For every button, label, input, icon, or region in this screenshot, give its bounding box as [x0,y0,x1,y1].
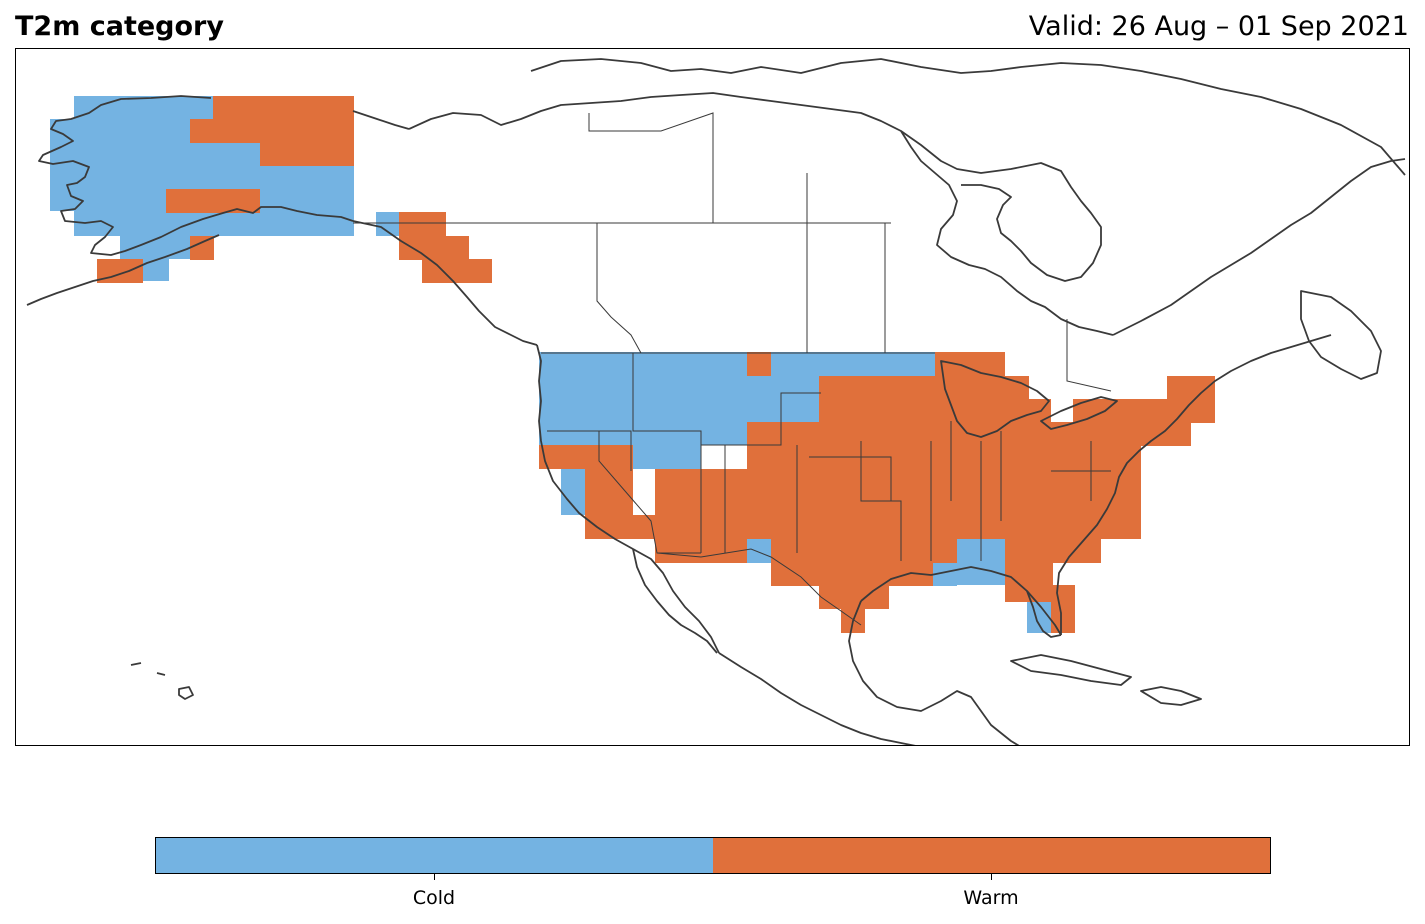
colorbar-warm-swatch [713,838,1270,873]
valid-period: Valid: 26 Aug – 01 Sep 2021 [1028,11,1409,42]
us-east-coast [1056,334,1332,635]
colorbar-tick-cold [434,874,435,880]
warm-cell [260,142,354,166]
colorbar [155,837,1271,874]
warm-cell [1005,539,1101,563]
category-cells [50,96,1215,633]
borders [353,112,1112,626]
labrador-coast [1112,158,1406,336]
warm-cell [771,539,957,563]
warm-cell [819,585,889,609]
cold-cell [120,233,190,259]
florida [1026,590,1062,638]
coastlines [26,58,1406,745]
us-west-coast [536,344,720,654]
warm-cell [190,236,214,260]
warm-cell [585,469,633,515]
colorbar-label-warm: Warm [963,887,1019,909]
warm-cell [539,445,633,469]
cold-cell [747,539,771,563]
cold-cell [633,434,701,469]
aleutian-islands [26,234,220,306]
mexico-border [656,548,862,626]
hawaii-islands [130,662,194,700]
great-lakes [940,360,1118,438]
map-title: T2m category [15,11,224,42]
warm-cell [213,96,354,120]
warm-cell [1167,376,1215,423]
warm-cell [747,352,771,376]
newfoundland [1300,290,1382,380]
mexico-gulf-coast [848,600,1020,745]
hispaniola [1140,686,1202,706]
warm-cell [399,212,446,236]
mexico-pacific-coast [718,652,916,745]
cold-cell [143,257,169,281]
warm-cell [190,119,354,143]
colorbar-cold-swatch [156,838,713,873]
us-states [547,353,1111,561]
arctic-islands [530,58,1406,176]
cold-cell [561,469,585,515]
gulf-coast [860,566,1062,636]
colorbar-tick-warm [991,874,992,880]
colorbar-label-cold: Cold [412,887,456,909]
baja-california [632,548,718,654]
cuba [1010,654,1132,686]
warm-cell [399,236,469,260]
hudson-bay [900,130,1102,282]
warm-cell [655,469,1141,539]
canada-provinces [588,112,1112,392]
map-panel [15,48,1410,746]
cold-cell [1027,601,1051,633]
alaska-coastline [38,95,354,256]
canada-north-coast [408,92,1114,336]
warm-cell [585,515,655,539]
alaska-panhandle [352,110,538,346]
warm-cell [166,189,260,213]
